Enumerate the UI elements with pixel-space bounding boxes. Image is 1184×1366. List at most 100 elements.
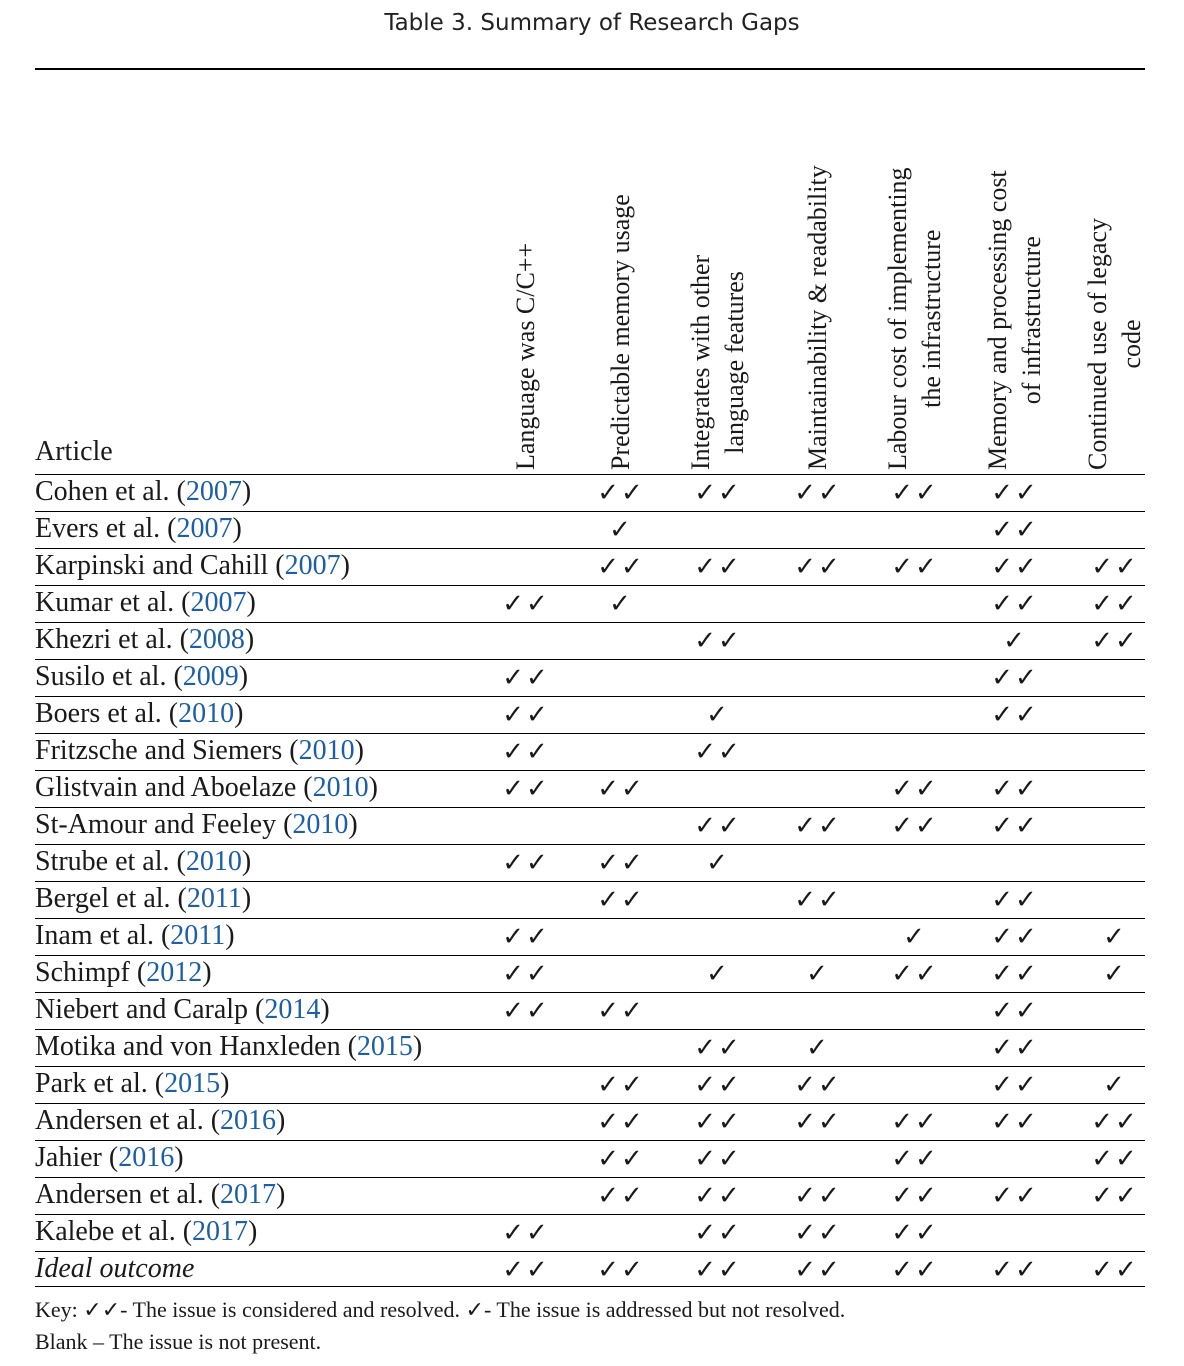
citation-year-link[interactable]: 2015 bbox=[356, 1031, 413, 1062]
table-row: Strube et al. (2010) ✓✓ ✓✓ ✓ bbox=[35, 844, 1145, 880]
check-mark-cell: ✓✓ bbox=[694, 1070, 742, 1100]
check-mark-cell: ✓✓ bbox=[794, 1070, 842, 1100]
check-mark-cell: ✓✓ bbox=[597, 478, 645, 508]
citation-close: ) bbox=[232, 513, 242, 544]
check-mark-cell: ✓✓ bbox=[991, 700, 1039, 730]
citation-year-link[interactable]: 2016 bbox=[118, 1142, 175, 1173]
citation-close: ) bbox=[276, 1179, 286, 1210]
check-mark-cell: ✓ bbox=[903, 922, 927, 952]
check-mark-cell: ✓✓ bbox=[502, 1218, 550, 1248]
citation-year-link[interactable]: 2010 bbox=[178, 698, 235, 729]
article-name: Cohen et al. (2007) bbox=[35, 475, 251, 509]
table-row: Jahier (2016) ✓✓ ✓✓ ✓✓ ✓✓ bbox=[35, 1140, 1145, 1176]
check-mark-cell: ✓✓ bbox=[891, 478, 939, 508]
key-line-2: Blank – The issue is not present. bbox=[35, 1329, 322, 1354]
citation-year-link[interactable]: 2011 bbox=[170, 920, 226, 951]
citation-year-link[interactable]: 2010 bbox=[292, 809, 349, 840]
column-header-line: language features bbox=[720, 271, 749, 454]
citation-year-link[interactable]: 2010 bbox=[312, 772, 369, 803]
article-name: Karpinski and Cahill (2007) bbox=[35, 549, 350, 583]
check-mark-cell: ✓ bbox=[1103, 922, 1127, 952]
table-row: St-Amour and Feeley (2010) ✓✓ ✓✓ ✓✓ ✓✓ bbox=[35, 807, 1145, 843]
check-mark-cell: ✓✓ bbox=[1091, 626, 1139, 656]
citation-close: ) bbox=[174, 1142, 184, 1173]
check-mark-cell: ✓✓ bbox=[694, 811, 742, 841]
check-mark-cell: ✓ bbox=[1003, 626, 1027, 656]
citation-year-link[interactable]: 2010 bbox=[185, 846, 242, 877]
table-row: Park et al. (2015) ✓✓ ✓✓ ✓✓ ✓✓ ✓ bbox=[35, 1066, 1145, 1102]
check-mark-cell: ✓✓ bbox=[694, 1033, 742, 1063]
check-mark-cell: ✓✓ bbox=[891, 1144, 939, 1174]
article-name: Ideal outcome bbox=[35, 1252, 194, 1286]
check-mark-cell: ✓✓ bbox=[694, 1218, 742, 1248]
check-mark-cell: ✓✓ bbox=[794, 552, 842, 582]
citation-year-link[interactable]: 2007 bbox=[176, 513, 233, 544]
article-author: Inam et al. ( bbox=[35, 920, 171, 951]
citation-year-link[interactable]: 2017 bbox=[192, 1216, 249, 1247]
article-author: Khezri et al. ( bbox=[35, 624, 189, 655]
check-mark-cell: ✓✓ bbox=[694, 552, 742, 582]
check-mark-cell: ✓✓ bbox=[694, 478, 742, 508]
citation-year-link[interactable]: 2007 bbox=[185, 476, 242, 507]
column-header-text: Continued use of legacy code bbox=[1081, 218, 1149, 470]
citation-close: ) bbox=[241, 883, 252, 914]
citation-year-link[interactable]: 2014 bbox=[264, 994, 321, 1025]
check-mark-cell: ✓✓ bbox=[597, 1144, 645, 1174]
column-header-7: Continued use of legacy code bbox=[1070, 72, 1160, 470]
column-header-line: Labour cost of implementing bbox=[883, 167, 912, 470]
citation-year-link[interactable]: 2017 bbox=[220, 1179, 277, 1210]
citation-year-link[interactable]: 2009 bbox=[182, 661, 239, 692]
citation-close: ) bbox=[220, 1068, 230, 1099]
citation-year-link[interactable]: 2012 bbox=[146, 957, 203, 988]
article-name: Niebert and Caralp (2014) bbox=[35, 993, 330, 1027]
check-mark-cell: ✓ bbox=[706, 700, 730, 730]
table-row: Evers et al. (2007) ✓ ✓✓ bbox=[35, 511, 1145, 547]
citation-year-link[interactable]: 2015 bbox=[164, 1068, 221, 1099]
check-mark-cell: ✓✓ bbox=[991, 1033, 1039, 1063]
article-name: Kalebe et al. (2017) bbox=[35, 1215, 257, 1249]
article-name: Khezri et al. (2008) bbox=[35, 623, 254, 657]
table-row: Kalebe et al. (2017) ✓✓ ✓✓ ✓✓ ✓✓ bbox=[35, 1214, 1145, 1250]
article-author: Kumar et al. ( bbox=[35, 587, 191, 618]
column-header-text: Labour cost of implementing the infrastru… bbox=[881, 167, 949, 470]
citation-year-link[interactable]: 2016 bbox=[220, 1105, 277, 1136]
citation-year-link[interactable]: 2010 bbox=[298, 735, 355, 766]
column-header-5: Labour cost of implementing the infrastru… bbox=[870, 72, 960, 470]
check-mark-cell: ✓✓ bbox=[991, 552, 1039, 582]
column-header-2: Predictable memory usage bbox=[576, 72, 666, 470]
table-row: Khezri et al. (2008) ✓✓ ✓ ✓✓ bbox=[35, 622, 1145, 658]
check-mark-cell: ✓✓ bbox=[794, 1218, 842, 1248]
citation-year-link[interactable]: 2008 bbox=[188, 624, 245, 655]
column-header-4: Maintainability & readability bbox=[773, 72, 863, 470]
column-header-line: Integrates with other bbox=[686, 254, 715, 470]
article-author: Ideal outcome bbox=[35, 1253, 195, 1284]
citation-close: ) bbox=[276, 1105, 286, 1136]
check-mark-cell: ✓✓ bbox=[1091, 1107, 1139, 1137]
article-name: Schimpf (2012) bbox=[35, 956, 212, 990]
table-row: Ideal outcome ✓✓ ✓✓ ✓✓ ✓✓ ✓✓ ✓✓ ✓✓ bbox=[35, 1251, 1145, 1287]
citation-close: ) bbox=[202, 957, 212, 988]
citation-close: ) bbox=[241, 846, 252, 877]
table-row: Kumar et al. (2007) ✓✓ ✓ ✓✓ ✓✓ bbox=[35, 585, 1145, 621]
article-name: Kumar et al. (2007) bbox=[35, 586, 256, 620]
citation-year-link[interactable]: 2011 bbox=[186, 883, 242, 914]
article-name: St-Amour and Feeley (2010) bbox=[35, 808, 358, 842]
citation-close: ) bbox=[246, 587, 256, 618]
check-mark-cell: ✓✓ bbox=[694, 1181, 742, 1211]
citation-year-link[interactable]: 2007 bbox=[190, 587, 247, 618]
check-mark-cell: ✓✓ bbox=[891, 1255, 939, 1285]
article-name: Inam et al. (2011) bbox=[35, 919, 235, 953]
citation-year-link[interactable]: 2007 bbox=[284, 550, 341, 581]
column-header-text: Maintainability & readability bbox=[801, 165, 835, 470]
check-mark-cell: ✓✓ bbox=[891, 774, 939, 804]
article-author: Strube et al. ( bbox=[35, 846, 186, 877]
check-mark-cell: ✓✓ bbox=[502, 959, 550, 989]
table-row: Karpinski and Cahill (2007) ✓✓ ✓✓ ✓✓ ✓✓ ✓✓ ✓✓ bbox=[35, 548, 1145, 584]
check-mark-cell: ✓✓ bbox=[597, 552, 645, 582]
citation-close: ) bbox=[348, 809, 358, 840]
check-mark-cell: ✓✓ bbox=[502, 700, 550, 730]
check-mark-cell: ✓✓ bbox=[502, 848, 550, 878]
column-header-1: Language was C/C++ bbox=[481, 72, 571, 470]
check-mark-cell: ✓✓ bbox=[794, 885, 842, 915]
check-mark-cell: ✓✓ bbox=[991, 959, 1039, 989]
